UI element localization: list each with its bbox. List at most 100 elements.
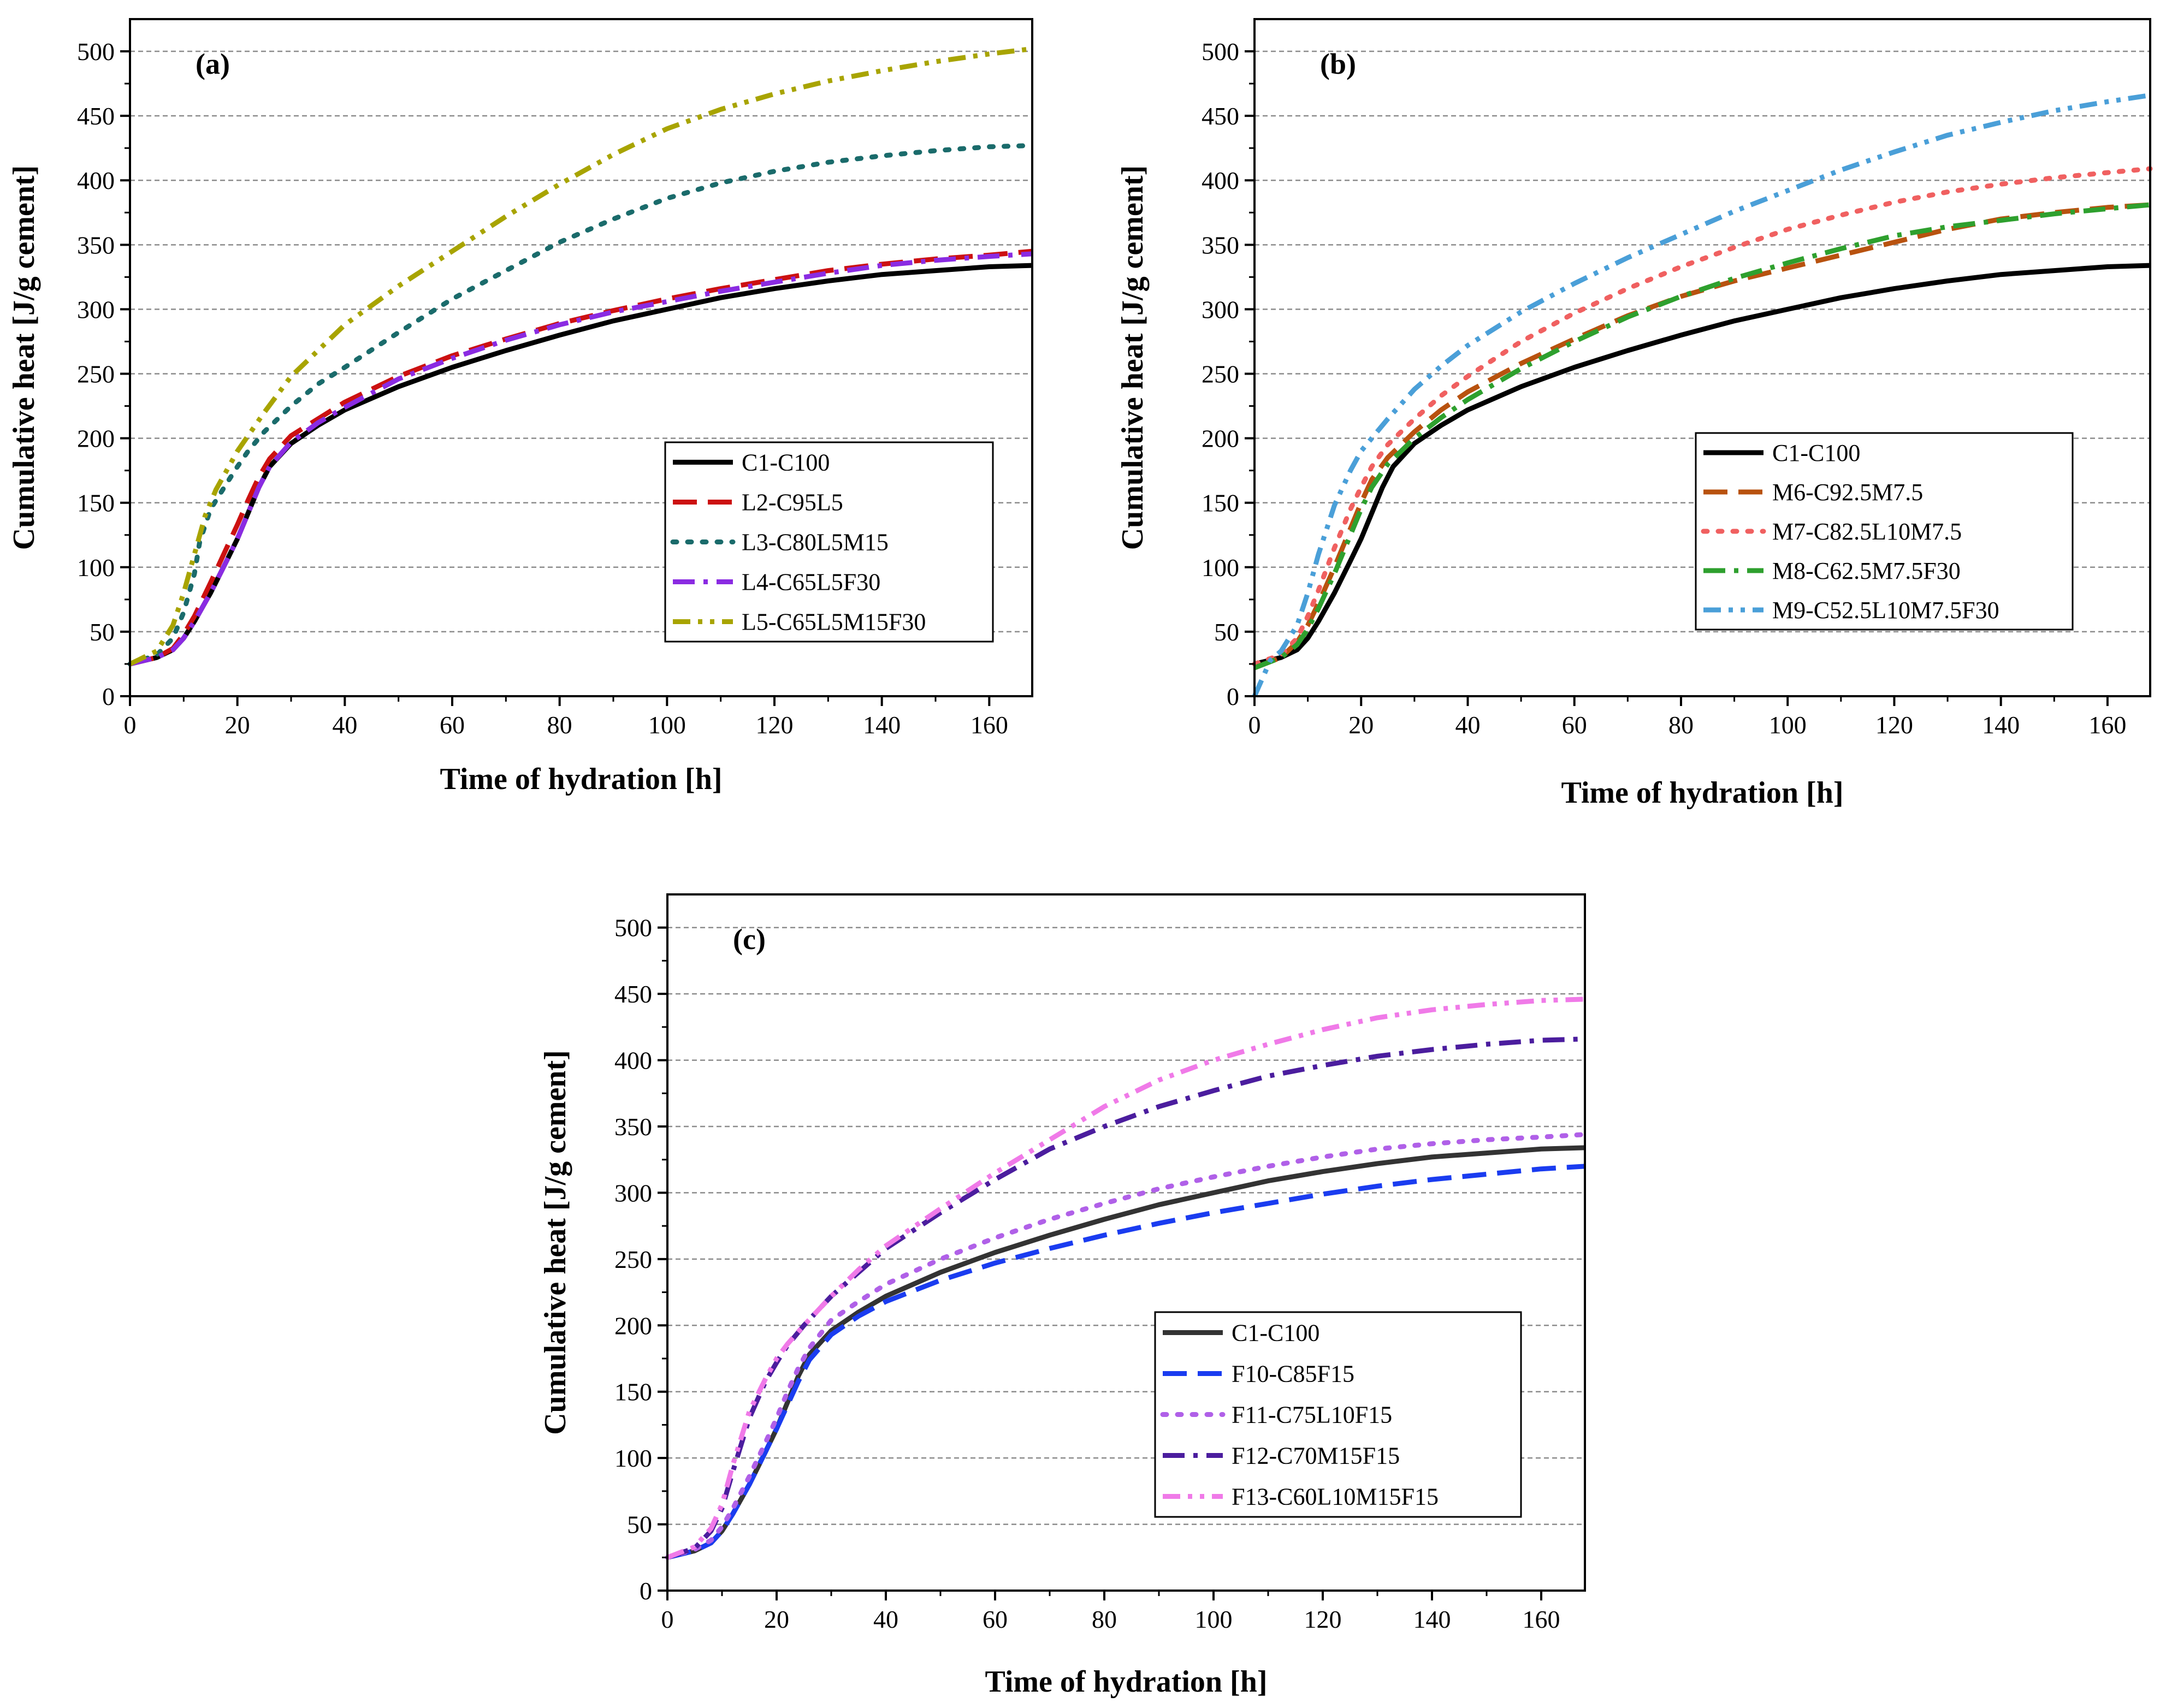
x-axis-title: Time of hydration [h] <box>985 1665 1268 1699</box>
series-line-1 <box>1253 263 2151 667</box>
series-line-4 <box>129 251 1033 667</box>
legend-label: M8-C62.5M7.5F30 <box>1772 558 1961 584</box>
y-tick-label: 300 <box>77 295 115 323</box>
x-tick-label: 100 <box>1195 1605 1233 1633</box>
x-axis-title: Time of hydration [h] <box>440 762 723 796</box>
y-tick-label: 100 <box>614 1444 652 1472</box>
y-tick-label: 200 <box>77 425 115 453</box>
x-tick-label: 120 <box>756 711 794 739</box>
legend-label: L4-C65L5F30 <box>742 569 880 596</box>
y-tick-label: 150 <box>1202 489 1239 517</box>
x-tick-label: 40 <box>332 711 357 739</box>
y-tick-label: 350 <box>1202 231 1239 259</box>
y-tick-label: 300 <box>1202 295 1239 323</box>
legend-label: C1-C100 <box>742 449 830 476</box>
legend-label: M7-C82.5L10M7.5 <box>1772 518 1962 545</box>
y-tick-label: 350 <box>77 231 115 259</box>
series-line-1 <box>666 1145 1585 1560</box>
legend-label: F13-C60L10M15F15 <box>1232 1484 1439 1510</box>
legend-box <box>1695 432 2074 631</box>
x-tick-label: 40 <box>1455 711 1480 739</box>
series-line-4 <box>1253 202 2151 671</box>
series-line-4 <box>666 1036 1585 1560</box>
y-tick-label: 250 <box>614 1246 652 1273</box>
y-tick-label: 400 <box>1202 167 1239 194</box>
y-tick-label: 400 <box>77 167 115 194</box>
x-tick-label: 20 <box>225 711 250 739</box>
legend-label: F12-C70M15F15 <box>1232 1443 1400 1469</box>
legend-label: F11-C75L10F15 <box>1232 1402 1392 1428</box>
legend-label: C1-C100 <box>1232 1320 1319 1347</box>
x-tick-label: 20 <box>1348 711 1374 739</box>
legend-label: M6-C92.5M7.5 <box>1772 479 1923 506</box>
y-tick-label: 50 <box>1214 618 1239 646</box>
panel-label: (c) <box>733 923 766 956</box>
y-tick-label: 0 <box>640 1577 652 1605</box>
x-tick-label: 100 <box>1769 711 1807 739</box>
legend-label: L5-C65L5M15F30 <box>742 609 926 636</box>
panel-a: 0 50 100 150 200 250 300 350 400 450 500 0 20 40 60 80 1… <box>7 18 1035 796</box>
legend-label: F10-C85F15 <box>1232 1361 1354 1387</box>
y-tick-label: 0 <box>1227 683 1239 710</box>
x-tick-label: 160 <box>2088 711 2126 739</box>
y-tick-label: 50 <box>627 1511 652 1539</box>
legend-label: L2-C95L5 <box>742 489 843 516</box>
plot-frame <box>129 18 1033 697</box>
x-tick-label: 0 <box>124 711 137 739</box>
series-line-2 <box>1253 202 2151 671</box>
x-tick-label: 140 <box>1982 711 2020 739</box>
series-line-3 <box>127 143 1035 667</box>
y-tick-label: 500 <box>614 914 652 942</box>
legend-box <box>1154 1311 1522 1518</box>
legend-label: C1-C100 <box>1772 440 1860 466</box>
y-tick-label: 450 <box>77 102 115 130</box>
y-axis-title: Cumulative heat [J/g cement] <box>1116 165 1150 550</box>
y-tick-label: 400 <box>614 1047 652 1075</box>
y-tick-label: 250 <box>1202 360 1239 388</box>
panel-b: 0 50 100 150 200 250 300 350 400 450 500 0 20 40 60 80 1… <box>1116 18 2153 810</box>
x-axis-title: Time of hydration [h] <box>1561 776 1844 810</box>
y-tick-label: 150 <box>614 1378 652 1406</box>
series-line-5 <box>1252 92 2151 697</box>
x-tick-label: 60 <box>440 711 465 739</box>
series-line-2 <box>666 1164 1585 1560</box>
panel-label: (a) <box>196 48 230 80</box>
y-tick-label: 200 <box>1202 425 1239 453</box>
x-tick-label: 60 <box>983 1605 1008 1633</box>
y-tick-label: 350 <box>614 1113 652 1141</box>
y-axis-title: Cumulative heat [J/g cement] <box>538 1050 572 1435</box>
x-tick-label: 80 <box>1092 1605 1117 1633</box>
y-tick-label: 450 <box>1202 102 1239 130</box>
y-tick-label: 0 <box>102 683 115 710</box>
y-tick-label: 50 <box>90 618 115 646</box>
x-tick-label: 20 <box>764 1605 789 1633</box>
series-line-3 <box>1252 166 2153 667</box>
panel-label: (b) <box>1320 48 1356 80</box>
x-tick-label: 120 <box>1875 711 1913 739</box>
y-tick-label: 100 <box>77 554 115 582</box>
x-tick-label: 140 <box>1413 1605 1451 1633</box>
y-axis-title: Cumulative heat [J/g cement] <box>7 165 41 550</box>
y-tick-label: 300 <box>614 1179 652 1207</box>
x-tick-label: 120 <box>1304 1605 1342 1633</box>
series-line-3 <box>665 1132 1588 1560</box>
series-line-2 <box>129 248 1033 667</box>
y-tick-label: 500 <box>77 38 115 66</box>
x-tick-label: 80 <box>547 711 572 739</box>
legend-label: L3-C80L5M15 <box>742 529 889 556</box>
x-tick-label: 40 <box>873 1605 898 1633</box>
x-tick-label: 140 <box>863 711 901 739</box>
y-tick-label: 500 <box>1202 38 1239 66</box>
x-tick-label: 0 <box>1248 711 1261 739</box>
x-tick-label: 0 <box>661 1605 674 1633</box>
y-tick-label: 200 <box>614 1312 652 1339</box>
x-tick-label: 160 <box>1523 1605 1560 1633</box>
legend-label: M9-C52.5L10M7.5F30 <box>1772 597 1999 624</box>
y-tick-label: 100 <box>1202 554 1239 582</box>
x-tick-label: 80 <box>1668 711 1694 739</box>
y-tick-label: 150 <box>77 489 115 517</box>
x-tick-label: 60 <box>1562 711 1587 739</box>
x-tick-label: 100 <box>648 711 686 739</box>
y-tick-label: 450 <box>614 980 652 1008</box>
